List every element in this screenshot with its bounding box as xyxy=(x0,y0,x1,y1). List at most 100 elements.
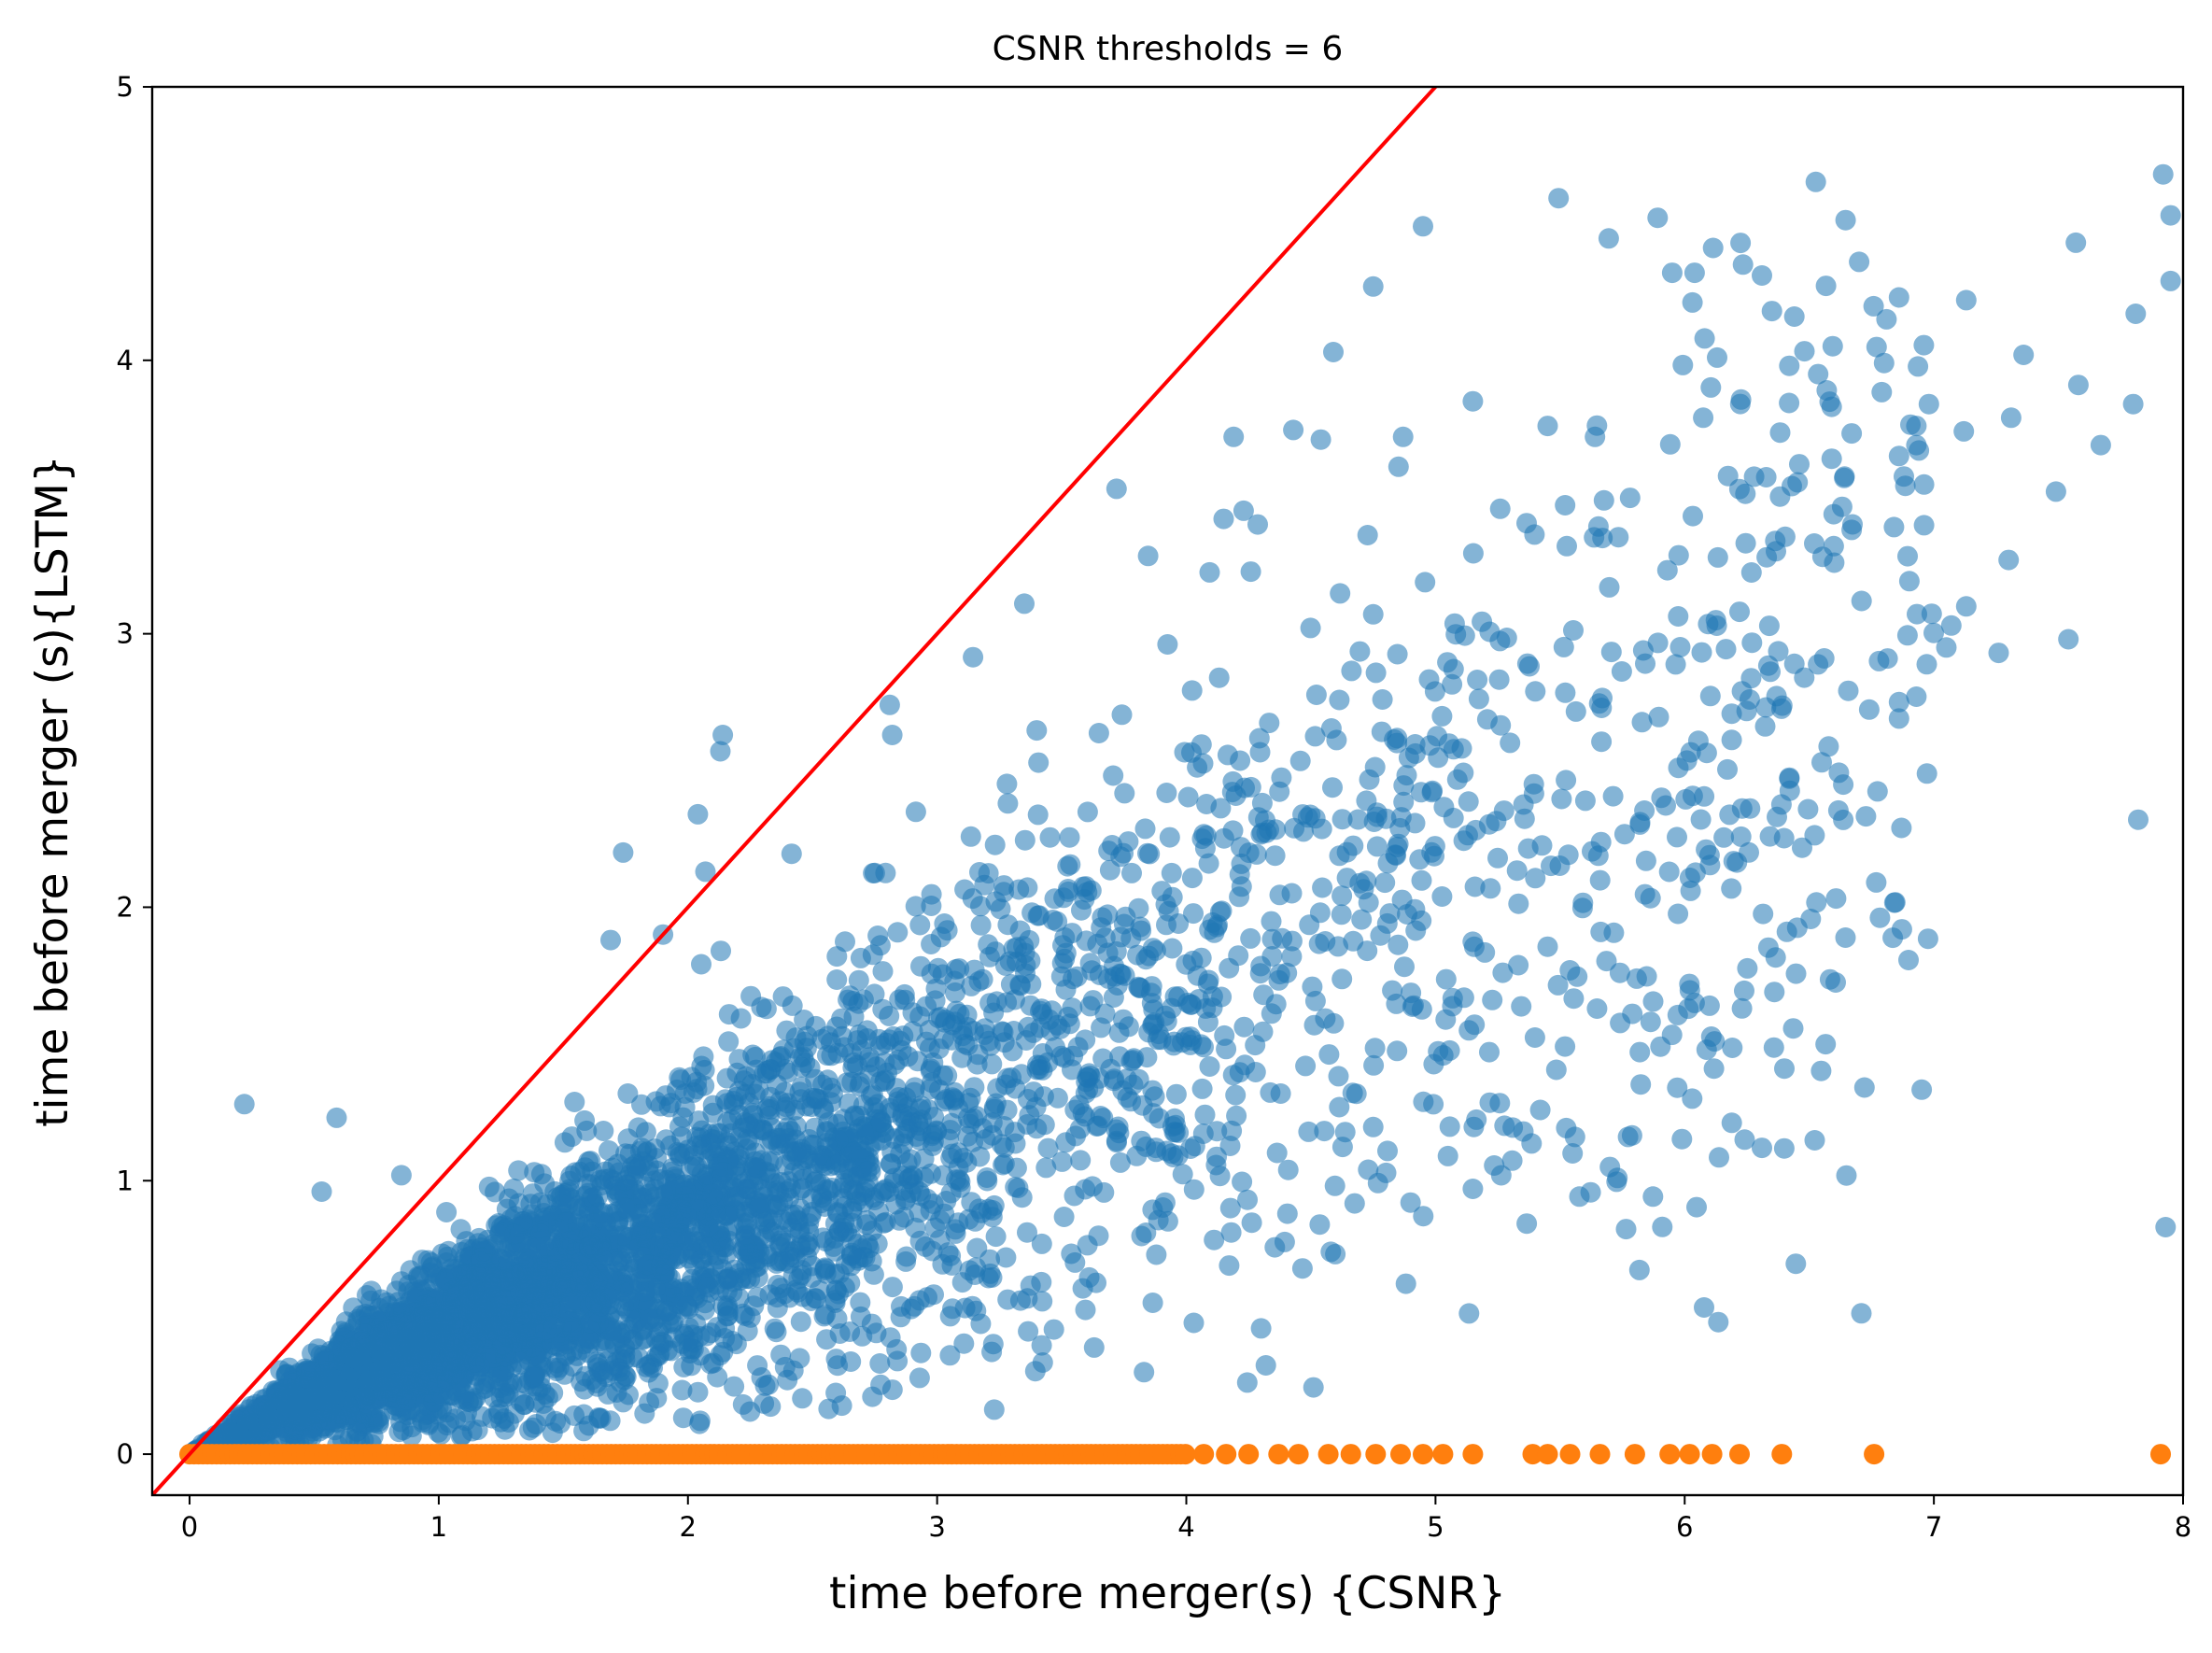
data-point xyxy=(806,1170,827,1192)
data-point xyxy=(1347,809,1369,830)
data-point xyxy=(1632,640,1654,661)
data-point xyxy=(923,1131,944,1152)
data-point xyxy=(1730,389,1752,410)
data-point xyxy=(959,1260,980,1281)
data-point xyxy=(1248,728,1270,749)
data-point xyxy=(1730,826,1752,847)
data-point xyxy=(1387,643,1408,665)
data-point xyxy=(985,1226,1007,1248)
data-point xyxy=(1721,1112,1742,1134)
data-point xyxy=(710,1345,731,1366)
data-point xyxy=(266,1379,288,1401)
data-point xyxy=(964,959,985,981)
data-point xyxy=(942,1298,963,1320)
data-point xyxy=(887,922,909,943)
data-point xyxy=(1234,777,1255,798)
data-point xyxy=(796,1038,817,1059)
data-point xyxy=(1164,1122,1186,1143)
data-point xyxy=(536,1236,557,1258)
data-point xyxy=(1822,335,1843,357)
data-point xyxy=(1465,819,1486,841)
data-point xyxy=(1386,844,1407,866)
data-point xyxy=(1075,1299,1096,1321)
data-point xyxy=(1665,654,1686,675)
data-point xyxy=(1086,1272,1106,1293)
data-point xyxy=(844,1105,865,1126)
data-point xyxy=(1736,700,1757,722)
data-point xyxy=(737,1212,758,1234)
data-point xyxy=(1492,962,1514,983)
data-point xyxy=(1191,947,1212,968)
data-point xyxy=(689,1410,711,1432)
data-point xyxy=(1249,963,1271,984)
data-point xyxy=(401,1425,422,1447)
data-point xyxy=(1410,782,1431,803)
data-point xyxy=(1082,1176,1103,1197)
data-point xyxy=(1000,974,1021,995)
data-point xyxy=(909,1230,931,1251)
data-point xyxy=(842,991,864,1011)
data-point xyxy=(1165,1083,1187,1105)
data-point xyxy=(487,1369,509,1391)
data-point xyxy=(654,1254,675,1276)
data-point xyxy=(1329,845,1350,867)
data-point xyxy=(507,1216,528,1237)
data-point xyxy=(1357,525,1378,545)
data-point xyxy=(1216,1038,1237,1060)
data-point xyxy=(924,990,946,1011)
data-point xyxy=(1066,966,1088,987)
data-point xyxy=(1088,723,1109,743)
data-point xyxy=(1698,614,1719,635)
data-point xyxy=(1442,987,1463,1009)
data-point xyxy=(1130,916,1151,938)
data-point xyxy=(837,1072,857,1094)
data-point xyxy=(551,1194,572,1215)
data-point xyxy=(1027,905,1049,926)
data-point xyxy=(1308,933,1330,954)
data-point xyxy=(910,1342,932,1363)
data-point xyxy=(328,1335,348,1357)
data-point xyxy=(629,1204,651,1225)
data-point xyxy=(1557,535,1577,557)
data-point xyxy=(429,1308,450,1330)
data-point xyxy=(646,1388,668,1409)
data-point xyxy=(1260,1081,1281,1103)
data-point xyxy=(1131,1225,1152,1247)
data-point xyxy=(681,1355,702,1377)
data-point xyxy=(1304,726,1326,747)
data-point xyxy=(747,1287,768,1307)
data-point xyxy=(1569,1186,1590,1208)
data-point xyxy=(1794,341,1815,362)
data-point xyxy=(1757,655,1779,676)
data-point xyxy=(1391,889,1413,911)
data-point xyxy=(654,1208,675,1228)
data-point xyxy=(1586,998,1608,1019)
data-point xyxy=(1245,1035,1266,1056)
data-point xyxy=(1114,783,1135,804)
data-point xyxy=(1018,1321,1039,1342)
data-point xyxy=(1696,839,1717,860)
data-point xyxy=(1694,1297,1714,1318)
data-point xyxy=(1682,291,1703,313)
data-point xyxy=(871,1182,892,1204)
data-point xyxy=(687,1381,709,1403)
data-point xyxy=(974,1024,995,1045)
data-point xyxy=(1758,615,1780,637)
data-point xyxy=(862,1221,883,1241)
data-point xyxy=(1631,712,1653,733)
data-point xyxy=(786,1116,807,1137)
data-point xyxy=(970,1313,992,1335)
data-point xyxy=(1474,941,1496,963)
data-point xyxy=(890,1307,911,1328)
data-point xyxy=(1036,1157,1057,1179)
data-point xyxy=(1211,986,1233,1008)
data-point xyxy=(1071,899,1092,921)
data-point xyxy=(893,1025,914,1047)
data-point xyxy=(978,934,999,955)
data-point xyxy=(895,1246,917,1267)
data-point xyxy=(1331,809,1353,830)
data-point xyxy=(1311,818,1332,840)
data-point xyxy=(1675,788,1697,810)
data-point xyxy=(1297,807,1318,828)
data-point xyxy=(1879,49,1899,70)
